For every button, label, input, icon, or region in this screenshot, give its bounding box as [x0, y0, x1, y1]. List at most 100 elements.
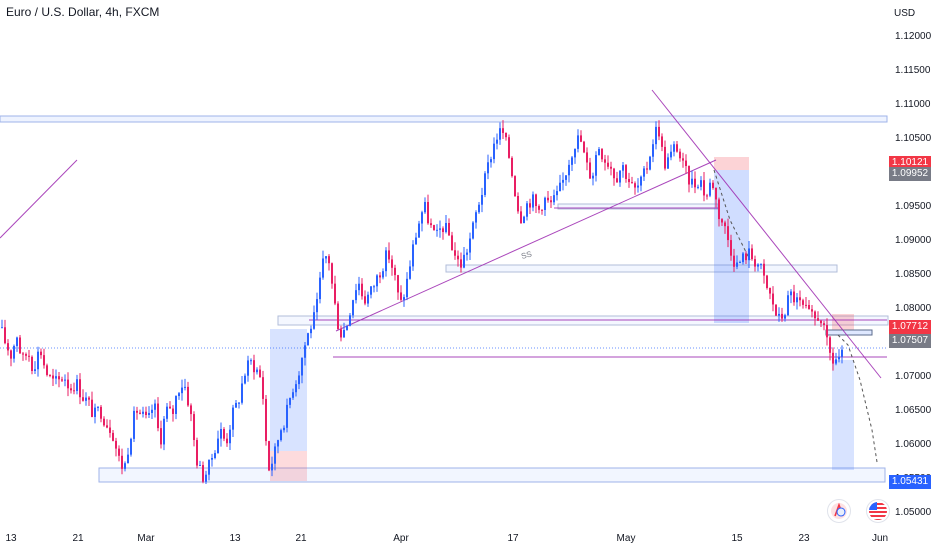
- price-tag-2: 1.09952: [889, 167, 931, 182]
- candle-body: [679, 151, 681, 159]
- candle-body: [796, 297, 798, 303]
- candle-body: [361, 283, 363, 297]
- candle-body: [322, 258, 324, 278]
- candle-body: [469, 238, 471, 253]
- candle-body: [349, 315, 351, 326]
- candle-body: [775, 304, 777, 316]
- candle-body: [658, 126, 660, 137]
- candle-body: [148, 412, 150, 416]
- candle-body: [517, 196, 519, 212]
- candle-body: [550, 200, 552, 203]
- candle-body: [424, 201, 426, 213]
- candle-body: [388, 250, 390, 260]
- candle-body: [220, 428, 222, 439]
- candle-body: [817, 318, 819, 321]
- candle-body: [442, 228, 444, 233]
- candle-body: [547, 197, 549, 201]
- candle-body: [193, 414, 195, 440]
- x-tick-label: Jun: [872, 533, 888, 544]
- candle-body: [250, 360, 252, 362]
- candle-body: [808, 304, 810, 310]
- candle-body: [727, 226, 729, 241]
- candle-body: [145, 411, 147, 416]
- candle-body: [568, 164, 570, 176]
- candle-body: [373, 286, 375, 288]
- candle-body: [217, 438, 219, 454]
- candle-body: [166, 406, 168, 419]
- x-tick-label: 17: [507, 533, 519, 544]
- candle-body: [46, 365, 48, 375]
- candle-body: [181, 387, 183, 394]
- candle-body: [598, 149, 600, 156]
- candle-body: [19, 337, 21, 354]
- candle-body: [172, 408, 174, 414]
- zone-box: [825, 329, 873, 336]
- ss-label: SS: [520, 249, 533, 260]
- candle-body: [838, 356, 840, 360]
- candle-body: [841, 349, 843, 357]
- chart-title: Euro / U.S. Dollar, 4h, FXCM: [6, 5, 160, 19]
- candle-body: [358, 283, 360, 291]
- candle-body: [736, 262, 738, 267]
- y-tick-label: 1.08500: [895, 269, 932, 280]
- candle-body: [580, 135, 582, 142]
- x-tick-label: 13: [229, 533, 241, 544]
- candle-body: [436, 229, 438, 231]
- candle-body: [514, 176, 516, 197]
- candle-body: [607, 162, 609, 167]
- candle-body: [433, 225, 435, 231]
- candle-body: [205, 474, 207, 482]
- trend-line: [651, 89, 882, 379]
- candle-body: [652, 144, 654, 157]
- candle-body: [265, 398, 267, 442]
- candle-body: [760, 263, 762, 265]
- candle-body: [739, 262, 741, 264]
- candle-body: [640, 176, 642, 186]
- candle-body: [403, 297, 405, 300]
- candle-body: [613, 168, 615, 179]
- candle-body: [64, 379, 66, 381]
- candle-body: [508, 137, 510, 158]
- candle-body: [691, 178, 693, 185]
- y-tick-label: 1.12000: [895, 31, 932, 42]
- candle-body: [112, 432, 114, 441]
- candle-body: [319, 277, 321, 300]
- candle-body: [715, 188, 717, 200]
- candle-body: [595, 155, 597, 176]
- candle-body: [202, 465, 204, 482]
- us-flag-icon[interactable]: [866, 499, 890, 523]
- flag-icon[interactable]: [827, 499, 851, 523]
- candle-body: [646, 168, 648, 170]
- candle-body: [43, 355, 45, 366]
- candle-body: [142, 411, 144, 414]
- candle-body: [634, 183, 636, 188]
- price-tag-1: 1.10121: [889, 155, 931, 170]
- candle-body: [22, 353, 24, 355]
- candle-body: [493, 143, 495, 160]
- candle-body: [601, 149, 603, 160]
- candle-body: [283, 427, 285, 431]
- candle-body: [127, 454, 129, 464]
- candle-body: [532, 194, 534, 208]
- candle-body: [556, 191, 558, 196]
- candle-body: [259, 369, 261, 378]
- candle-body: [154, 403, 156, 410]
- zone-box: [832, 360, 854, 470]
- x-tick-label: Apr: [393, 533, 409, 544]
- candle-body: [667, 157, 669, 169]
- candle-body: [829, 337, 831, 353]
- candle-body: [814, 311, 816, 319]
- candle-body: [268, 441, 270, 471]
- candle-body: [232, 407, 234, 430]
- candle-body: [553, 195, 555, 203]
- candle-body: [385, 250, 387, 272]
- candle-body: [277, 440, 279, 447]
- candle-body: [520, 211, 522, 223]
- candle-body: [706, 195, 708, 197]
- candle-body: [544, 197, 546, 210]
- x-tick-label: 21: [72, 533, 84, 544]
- candle-body: [574, 148, 576, 158]
- candle-body: [157, 403, 159, 429]
